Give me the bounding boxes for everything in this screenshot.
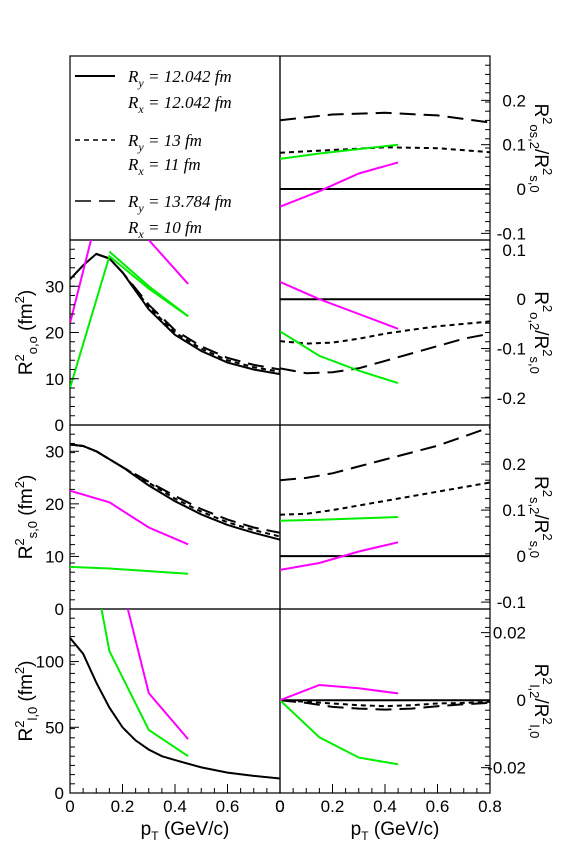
y-tick-label: 0 [55, 784, 64, 803]
y-axis-label: R2os,2/R2s,0 [527, 103, 555, 192]
plot-area-right-0 [280, 111, 490, 208]
y-axis-label: R2o,2/R2s,0 [527, 291, 555, 374]
series-line-solid [70, 254, 189, 389]
y-tick-label: 10 [45, 370, 64, 389]
series-line-dotted [280, 481, 490, 516]
panel-frame [69, 239, 281, 426]
plot-area-left-1 [70, 240, 280, 389]
y-tick-label: -0.1 [497, 224, 526, 243]
y-tick-label: 50 [45, 718, 64, 737]
plot-area-right-1 [280, 280, 490, 385]
x-tick-label: 0 [275, 797, 284, 816]
y-tick-label: 0.02 [493, 624, 526, 643]
legend: Ry = 12.042 fm Rx = 12.042 fm Ry = 13 fm… [75, 67, 232, 241]
y-axis-label: R2s,2/R2s,0 [527, 476, 555, 558]
series-line-solid [70, 489, 189, 546]
y-tick-label: 10 [45, 547, 64, 566]
y-tick-label: -0.1 [497, 340, 526, 359]
series-line-solid [70, 252, 280, 376]
y-tick-label: 0.2 [502, 91, 526, 110]
series-line-solid [280, 699, 399, 766]
y-tick-label: -0.02 [487, 759, 526, 778]
y-tick-label: 0 [517, 691, 526, 710]
panel-frame [69, 424, 281, 610]
legend-entry-1-rx: Rx = 12.042 fm [127, 93, 232, 116]
y-tick-label: 30 [45, 442, 64, 461]
plot-area-left-3 [70, 609, 280, 780]
series-line-dotted [70, 443, 280, 538]
panel-frame [69, 608, 281, 794]
legend-entry-3-ry: Ry = 13.784 fm [127, 192, 232, 215]
y-tick-label: 0.1 [502, 241, 526, 260]
y-axis-label: R2l,2/R2l,0 [527, 664, 555, 739]
series-line-solid [280, 280, 399, 330]
x-tick-label: 0.8 [478, 797, 502, 816]
y-axis-label: R2l,0 (fm2) [12, 661, 40, 742]
plot-area-left-2 [70, 443, 280, 575]
series-line-solid [70, 637, 280, 780]
y-tick-label: -0.2 [497, 389, 526, 408]
y-axis-label: R2o,o (fm2) [12, 290, 40, 375]
series-line-dashed [95, 252, 280, 371]
x-tick-label: 0.2 [111, 797, 135, 816]
series-line-solid [280, 541, 399, 571]
y-tick-label: 20 [45, 324, 64, 343]
series-line-dashed [280, 699, 490, 711]
series-line-dashed [280, 332, 490, 375]
x-axis-label: pT (GeV/c) [351, 819, 440, 843]
series-line-dotted [280, 699, 490, 708]
series-line-solid [280, 330, 399, 385]
y-tick-label: -0.1 [497, 593, 526, 612]
x-tick-label: 0.6 [216, 797, 240, 816]
y-tick-label: 100 [36, 653, 64, 672]
x-tick-label: 0.6 [426, 797, 450, 816]
panel-frame [279, 55, 491, 241]
y-axis-label: R2s,0 (fm2) [12, 475, 40, 560]
panel-frame [279, 239, 491, 426]
y-tick-label: 0 [55, 600, 64, 619]
y-tick-label: 0.1 [502, 136, 526, 155]
series-line-solid [280, 516, 399, 522]
series-line-solid [148, 240, 189, 285]
series-line-solid [70, 240, 92, 324]
y-tick-label: 0.1 [502, 501, 526, 520]
series-line-solid [280, 683, 399, 702]
series-line-dashed [280, 111, 490, 124]
series-line-solid [280, 143, 399, 160]
y-tick-label: 0.2 [502, 455, 526, 474]
plot-area-right-2 [280, 426, 490, 571]
y-tick-label: 0 [517, 290, 526, 309]
y-tick-label: 0 [517, 547, 526, 566]
series-line-dotted [280, 146, 490, 154]
x-tick-label: 0.4 [163, 797, 187, 816]
x-axis-label: pT (GeV/c) [141, 819, 230, 843]
y-tick-label: 30 [45, 277, 64, 296]
series-line-dashed [70, 443, 280, 534]
series-line-solid [100, 609, 189, 758]
legend-entry-3-rx: Rx = 10 fm [127, 218, 202, 241]
plot-area-right-3 [280, 683, 490, 766]
series-line-solid [126, 609, 189, 740]
legend-entry-2-ry: Ry = 13 fm [127, 131, 202, 154]
x-tick-label: 0.4 [373, 797, 397, 816]
x-tick-label: 0 [65, 797, 74, 816]
y-tick-label: 0 [517, 180, 526, 199]
y-tick-label: 0 [55, 416, 64, 435]
x-tick-label: 0 [275, 797, 284, 816]
series-line-dashed [280, 426, 490, 482]
chart-marks: 0 10 20 30 R2o,o (fm2) 0 10 20 30 R2s,0 (fm2) 0 50 1… [12, 55, 555, 843]
x-tick-label: 0.2 [321, 797, 345, 816]
series-line-solid [280, 161, 399, 208]
legend-entry-2-rx: Rx = 11 fm [127, 155, 201, 178]
y-tick-label: 20 [45, 495, 64, 514]
series-line-solid [70, 565, 189, 575]
legend-entry-1-ry: Ry = 12.042 fm [127, 67, 232, 90]
series-line-solid [108, 250, 189, 318]
series-line-dotted [95, 252, 280, 373]
